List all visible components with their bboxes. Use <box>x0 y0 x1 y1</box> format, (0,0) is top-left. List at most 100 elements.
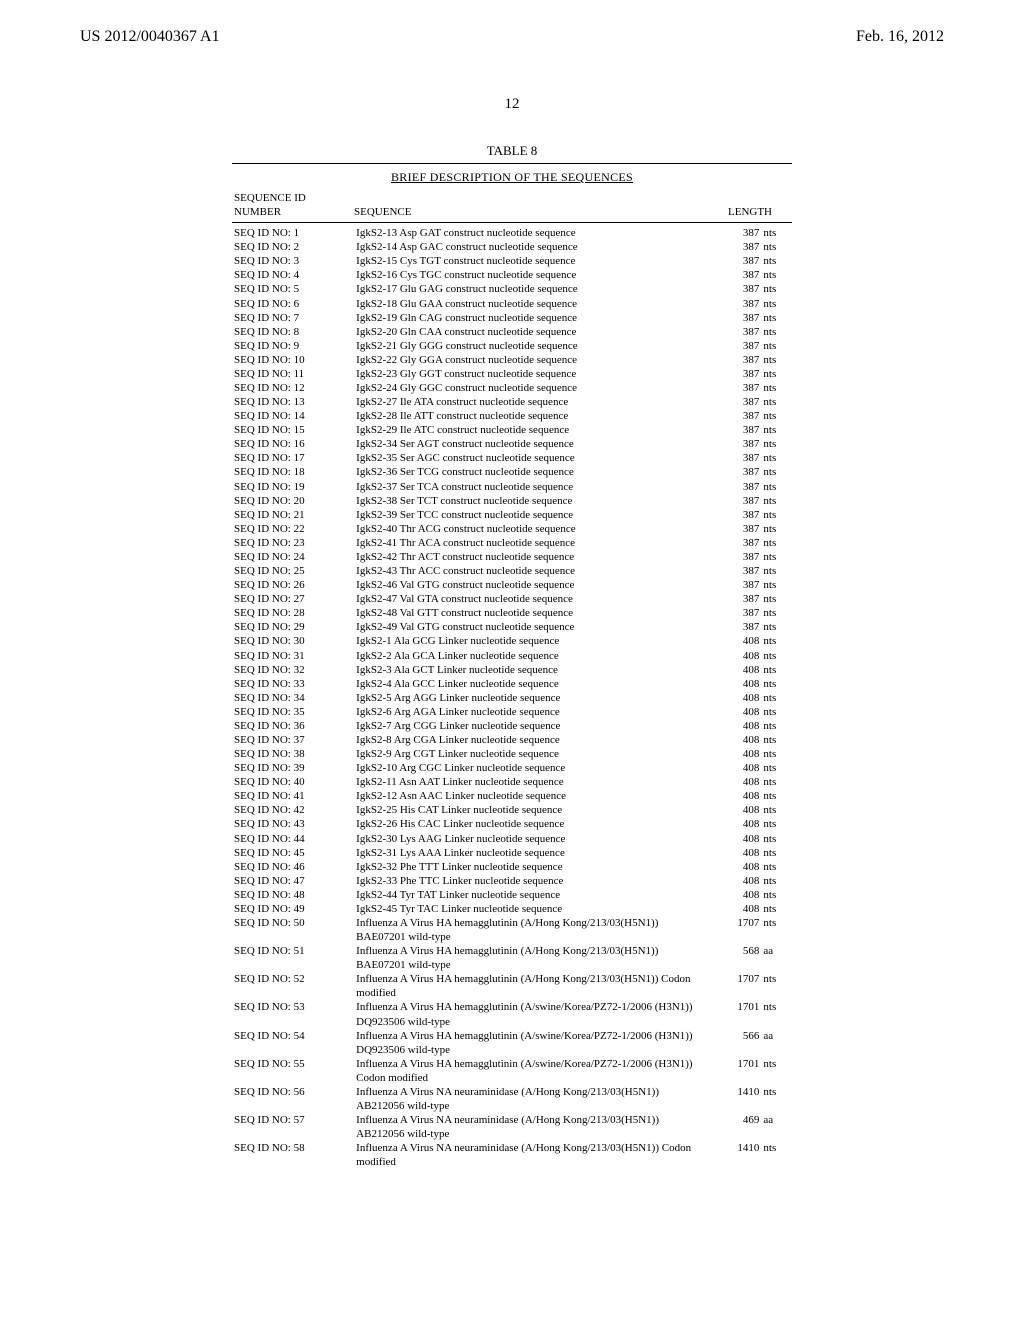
cell-unit: nts <box>761 494 792 508</box>
cell-unit: nts <box>761 705 792 719</box>
table-row: SEQ ID NO: 44IgkS2-30 Lys AAG Linker nuc… <box>232 832 792 846</box>
cell-unit: nts <box>761 874 792 888</box>
cell-sequence: IgkS2-20 Gln CAA construct nucleotide se… <box>354 325 700 339</box>
cell-sequence: Influenza A Virus NA neuraminidase (A/Ho… <box>354 1085 700 1113</box>
cell-length: 387 <box>700 522 761 536</box>
cell-length: 387 <box>700 620 761 634</box>
cell-seq-id: SEQ ID NO: 53 <box>232 1000 354 1028</box>
cell-sequence: IgkS2-9 Arg CGT Linker nucleotide sequen… <box>354 747 700 761</box>
cell-length: 387 <box>700 297 761 311</box>
table-title: BRIEF DESCRIPTION OF THE SEQUENCES <box>232 170 792 185</box>
cell-sequence: IgkS2-11 Asn AAT Linker nucleotide seque… <box>354 775 700 789</box>
cell-unit: nts <box>761 888 792 902</box>
cell-length: 387 <box>700 226 761 240</box>
table-row: SEQ ID NO: 49IgkS2-45 Tyr TAC Linker nuc… <box>232 902 792 916</box>
table-row: SEQ ID NO: 58Influenza A Virus NA neuram… <box>232 1141 792 1169</box>
cell-length: 387 <box>700 564 761 578</box>
cell-seq-id: SEQ ID NO: 17 <box>232 451 354 465</box>
cell-unit: nts <box>761 1141 792 1169</box>
cell-length: 408 <box>700 677 761 691</box>
cell-sequence: Influenza A Virus HA hemagglutinin (A/sw… <box>354 1000 700 1028</box>
cell-unit: nts <box>761 733 792 747</box>
cell-length: 387 <box>700 437 761 451</box>
cell-unit: nts <box>761 409 792 423</box>
cell-unit: nts <box>761 817 792 831</box>
cell-sequence: IgkS2-28 Ile ATT construct nucleotide se… <box>354 409 700 423</box>
table-row: SEQ ID NO: 32IgkS2-3 Ala GCT Linker nucl… <box>232 663 792 677</box>
page-number: 12 <box>0 96 1024 113</box>
cell-sequence: IgkS2-46 Val GTG construct nucleotide se… <box>354 578 700 592</box>
cell-unit: nts <box>761 620 792 634</box>
cell-unit: nts <box>761 480 792 494</box>
cell-length: 387 <box>700 451 761 465</box>
cell-seq-id: SEQ ID NO: 49 <box>232 902 354 916</box>
cell-sequence: IgkS2-34 Ser AGT construct nucleotide se… <box>354 437 700 451</box>
cell-sequence: Influenza A Virus HA hemagglutinin (A/Ho… <box>354 972 700 1000</box>
col-header-id-line1: SEQUENCE ID <box>234 192 306 204</box>
table-row: SEQ ID NO: 10IgkS2-22 Gly GGA construct … <box>232 353 792 367</box>
cell-unit: nts <box>761 226 792 240</box>
cell-length: 408 <box>700 874 761 888</box>
cell-unit: nts <box>761 564 792 578</box>
cell-length: 387 <box>700 606 761 620</box>
cell-sequence: IgkS2-3 Ala GCT Linker nucleotide sequen… <box>354 663 700 677</box>
cell-unit: nts <box>761 803 792 817</box>
cell-length: 387 <box>700 480 761 494</box>
table-row: SEQ ID NO: 16IgkS2-34 Ser AGT construct … <box>232 437 792 451</box>
cell-seq-id: SEQ ID NO: 44 <box>232 832 354 846</box>
cell-length: 387 <box>700 465 761 479</box>
cell-seq-id: SEQ ID NO: 35 <box>232 705 354 719</box>
cell-unit: nts <box>761 691 792 705</box>
cell-unit: nts <box>761 536 792 550</box>
cell-sequence: IgkS2-16 Cys TGC construct nucleotide se… <box>354 268 700 282</box>
cell-length: 566 <box>700 1029 761 1057</box>
cell-seq-id: SEQ ID NO: 42 <box>232 803 354 817</box>
cell-unit: nts <box>761 311 792 325</box>
cell-unit: nts <box>761 367 792 381</box>
table-row: SEQ ID NO: 42IgkS2-25 His CAT Linker nuc… <box>232 803 792 817</box>
cell-unit: nts <box>761 634 792 648</box>
table-row: SEQ ID NO: 9IgkS2-21 Gly GGG construct n… <box>232 339 792 353</box>
table-row: SEQ ID NO: 54Influenza A Virus HA hemagg… <box>232 1029 792 1057</box>
cell-unit: nts <box>761 578 792 592</box>
table-row: SEQ ID NO: 36IgkS2-7 Arg CGG Linker nucl… <box>232 719 792 733</box>
cell-length: 387 <box>700 395 761 409</box>
cell-seq-id: SEQ ID NO: 1 <box>232 226 354 240</box>
cell-sequence: IgkS2-40 Thr ACG construct nucleotide se… <box>354 522 700 536</box>
cell-unit: nts <box>761 916 792 944</box>
cell-sequence: IgkS2-21 Gly GGG construct nucleotide se… <box>354 339 700 353</box>
cell-length: 387 <box>700 268 761 282</box>
cell-sequence: IgkS2-27 Ile ATA construct nucleotide se… <box>354 395 700 409</box>
cell-seq-id: SEQ ID NO: 48 <box>232 888 354 902</box>
cell-length: 408 <box>700 888 761 902</box>
cell-sequence: IgkS2-22 Gly GGA construct nucleotide se… <box>354 353 700 367</box>
cell-length: 1410 <box>700 1085 761 1113</box>
cell-length: 408 <box>700 747 761 761</box>
cell-seq-id: SEQ ID NO: 47 <box>232 874 354 888</box>
cell-sequence: IgkS2-15 Cys TGT construct nucleotide se… <box>354 254 700 268</box>
cell-seq-id: SEQ ID NO: 25 <box>232 564 354 578</box>
table-row: SEQ ID NO: 40IgkS2-11 Asn AAT Linker nuc… <box>232 775 792 789</box>
cell-unit: nts <box>761 677 792 691</box>
table-row: SEQ ID NO: 1IgkS2-13 Asp GAT construct n… <box>232 226 792 240</box>
cell-seq-id: SEQ ID NO: 6 <box>232 297 354 311</box>
cell-unit: nts <box>761 353 792 367</box>
cell-length: 408 <box>700 789 761 803</box>
col-header-id: SEQUENCE ID NUMBER <box>232 185 352 222</box>
cell-length: 408 <box>700 761 761 775</box>
cell-length: 387 <box>700 494 761 508</box>
cell-unit: nts <box>761 1057 792 1085</box>
cell-seq-id: SEQ ID NO: 36 <box>232 719 354 733</box>
cell-sequence: IgkS2-37 Ser TCA construct nucleotide se… <box>354 480 700 494</box>
cell-unit: nts <box>761 437 792 451</box>
table-row: SEQ ID NO: 22IgkS2-40 Thr ACG construct … <box>232 522 792 536</box>
cell-seq-id: SEQ ID NO: 38 <box>232 747 354 761</box>
table-row: SEQ ID NO: 12IgkS2-24 Gly GGC construct … <box>232 381 792 395</box>
table-row: SEQ ID NO: 14IgkS2-28 Ile ATT construct … <box>232 409 792 423</box>
cell-unit: nts <box>761 719 792 733</box>
cell-seq-id: SEQ ID NO: 27 <box>232 592 354 606</box>
table-row: SEQ ID NO: 53Influenza A Virus HA hemagg… <box>232 1000 792 1028</box>
cell-unit: nts <box>761 860 792 874</box>
table-row: SEQ ID NO: 3IgkS2-15 Cys TGT construct n… <box>232 254 792 268</box>
cell-sequence: IgkS2-5 Arg AGG Linker nucleotide sequen… <box>354 691 700 705</box>
